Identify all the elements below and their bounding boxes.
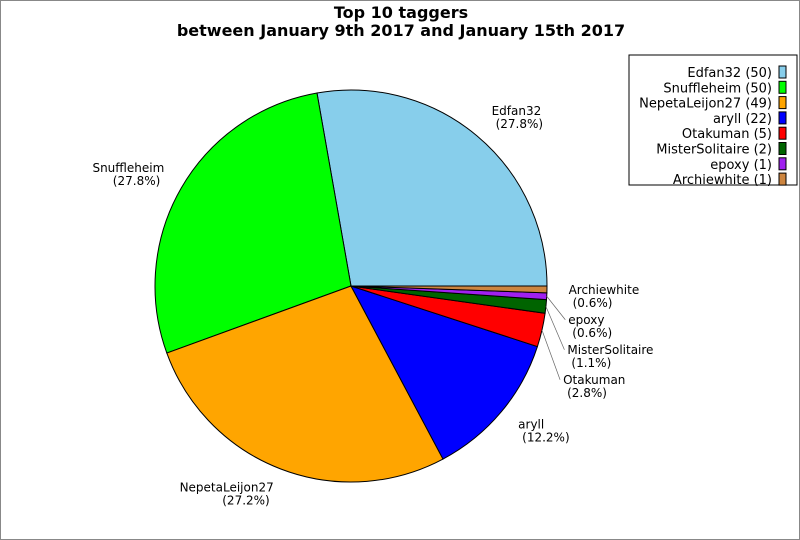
slice-percent: (27.8%) [113,174,160,188]
pie-slice-edfan32 [316,89,548,287]
legend-entry: NepetaLeijon27 (49) [639,97,772,112]
slice-label: MisterSolitaire [567,343,653,357]
legend-entry: Edfan32 (50) [687,66,772,81]
slice-label: Archiewhite [569,283,640,297]
pie-slice-aryll [349,285,539,460]
legend: Edfan32 (50)Snuffleheim (50)NepetaLeijon… [628,54,798,188]
legend-box [628,54,798,186]
slice-percent: (1.1%) [571,356,611,370]
legend-entry: aryll (22) [713,112,772,127]
legend-swatch [778,157,787,171]
pie-slice-nepetaleijon27 [166,285,444,483]
legend-swatch [778,65,787,79]
label-leader-line [541,329,561,380]
legend-swatch [778,96,787,110]
legend-swatch [778,80,787,94]
pie-slice-archiewhite [350,285,548,294]
slice-label: NepetaLeijon27 [180,480,274,494]
chart-subtitle: between January 9th 2017 and January 15t… [177,21,625,40]
slice-percent: (0.6%) [572,326,612,340]
legend-entry: epoxy (1) [710,158,772,173]
legend-entry: Snuffleheim (50) [663,81,772,96]
label-leader-line [546,296,566,320]
label-leader-line [545,306,565,350]
legend-swatch [778,111,787,125]
slice-label: Snuffleheim [92,161,164,175]
slice-percent: (27.2%) [222,493,269,507]
legend-swatch [778,126,787,140]
slice-label: Edfan32 [492,104,542,118]
legend-entry: Archiewhite (1) [673,173,772,188]
chart-title: Top 10 taggers [334,3,468,22]
slice-label: aryll [518,418,544,432]
slice-percent: (27.8%) [496,117,543,131]
legend-entry: Otakuman (5) [682,127,772,142]
slice-label: epoxy [568,313,604,327]
legend-swatch [778,172,787,186]
slice-percent: (0.6%) [573,296,613,310]
pie-slice-snuffleheim [154,92,352,354]
slice-label: Otakuman [563,373,625,387]
legend-swatch [778,142,787,155]
legend-entry: MisterSolitaire (2) [656,143,772,158]
slice-percent: (2.8%) [567,386,607,400]
slice-percent: (12.2%) [522,431,569,445]
